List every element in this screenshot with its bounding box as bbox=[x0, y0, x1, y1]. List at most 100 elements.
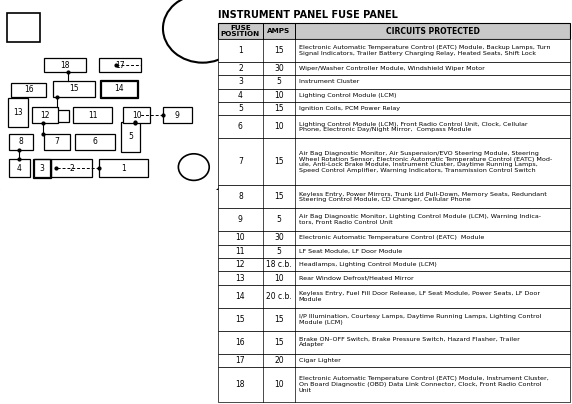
Text: 17: 17 bbox=[236, 356, 245, 365]
Text: 13: 13 bbox=[13, 108, 22, 117]
Bar bbox=[44, 58, 86, 72]
Bar bbox=[9, 134, 33, 150]
Text: 30: 30 bbox=[274, 234, 284, 242]
Text: 16: 16 bbox=[24, 85, 33, 94]
Bar bbox=[9, 160, 30, 177]
Bar bbox=[218, 23, 570, 39]
Bar bbox=[99, 58, 141, 72]
Bar bbox=[218, 258, 570, 271]
Text: 3: 3 bbox=[238, 77, 243, 86]
Text: 10: 10 bbox=[236, 234, 245, 242]
Bar bbox=[7, 98, 27, 127]
Text: INSTRUMENT PANEL FUSE PANEL: INSTRUMENT PANEL FUSE PANEL bbox=[218, 10, 398, 20]
Bar bbox=[218, 88, 570, 102]
Text: 30: 30 bbox=[274, 64, 284, 73]
Bar bbox=[33, 158, 51, 177]
Bar bbox=[53, 81, 95, 97]
Text: 20: 20 bbox=[274, 356, 284, 365]
Text: 10: 10 bbox=[274, 380, 284, 389]
Bar bbox=[51, 160, 93, 177]
Text: 15: 15 bbox=[274, 338, 284, 347]
Text: 15: 15 bbox=[274, 46, 284, 55]
Text: 3: 3 bbox=[39, 164, 44, 173]
Bar bbox=[218, 62, 570, 75]
Circle shape bbox=[163, 0, 243, 63]
Text: 15: 15 bbox=[274, 158, 284, 166]
Bar bbox=[121, 122, 140, 152]
Text: 13: 13 bbox=[236, 274, 245, 283]
Bar bbox=[163, 107, 192, 124]
Text: 14: 14 bbox=[114, 84, 124, 93]
Text: 4: 4 bbox=[17, 164, 22, 173]
Text: Brake ON–OFF Switch, Brake Pressure Switch, Hazard Flasher, Trailer
Adapter: Brake ON–OFF Switch, Brake Pressure Swit… bbox=[299, 337, 519, 347]
Text: 15: 15 bbox=[274, 315, 284, 324]
Text: 10: 10 bbox=[274, 91, 284, 100]
Bar bbox=[34, 160, 50, 177]
Bar bbox=[218, 308, 570, 331]
Text: 15: 15 bbox=[69, 84, 78, 93]
Text: 1: 1 bbox=[238, 46, 243, 55]
Text: 2: 2 bbox=[69, 164, 74, 173]
Text: Air Bag Diagnostic Monitor, Air Suspension/EVO Steering Module, Steering
Wheel R: Air Bag Diagnostic Monitor, Air Suspensi… bbox=[299, 151, 552, 173]
Text: 5: 5 bbox=[128, 132, 133, 141]
Text: FUSE
POSITION: FUSE POSITION bbox=[221, 25, 260, 37]
Text: 10: 10 bbox=[132, 111, 141, 120]
Bar bbox=[218, 367, 570, 402]
Text: 14: 14 bbox=[236, 292, 245, 301]
FancyBboxPatch shape bbox=[0, 0, 220, 192]
Text: Keyless Entry, Power Mirrors, Trunk Lid Pull-Down, Memory Seats, Redundant
Steer: Keyless Entry, Power Mirrors, Trunk Lid … bbox=[299, 191, 546, 202]
Text: 5: 5 bbox=[238, 104, 243, 113]
Text: 12: 12 bbox=[236, 260, 245, 269]
Text: 18: 18 bbox=[60, 61, 70, 69]
Bar bbox=[218, 138, 570, 185]
Text: I/P Illumination, Courtesy Lamps, Daytime Running Lamps, Lighting Control
Module: I/P Illumination, Courtesy Lamps, Daytim… bbox=[299, 314, 541, 324]
Text: 18 c.b.: 18 c.b. bbox=[266, 260, 292, 269]
Bar bbox=[218, 75, 570, 88]
Text: 18: 18 bbox=[236, 380, 245, 389]
Text: 15: 15 bbox=[236, 315, 245, 324]
Text: Lighting Control Module (LCM), Front Radio Control Unit, Clock, Cellular
Phone, : Lighting Control Module (LCM), Front Rad… bbox=[299, 122, 527, 132]
Text: 5: 5 bbox=[276, 247, 281, 256]
Bar bbox=[11, 82, 46, 97]
Bar bbox=[101, 81, 137, 97]
Text: 5: 5 bbox=[276, 77, 281, 86]
Text: 6: 6 bbox=[238, 122, 243, 131]
Text: 15: 15 bbox=[274, 104, 284, 113]
Bar bbox=[100, 80, 138, 98]
Bar bbox=[218, 208, 570, 231]
Bar bbox=[218, 231, 570, 244]
Text: Electronic Automatic Temperature Control (EATC) Module, Instrument Cluster,
On B: Electronic Automatic Temperature Control… bbox=[299, 377, 549, 393]
Text: Air Bag Diagnostic Monitor, Lighting Control Module (LCM), Warning Indica-
tors,: Air Bag Diagnostic Monitor, Lighting Con… bbox=[299, 215, 541, 225]
Bar bbox=[218, 354, 570, 367]
Text: Cigar Lighter: Cigar Lighter bbox=[299, 358, 340, 363]
Text: Instrument Cluster: Instrument Cluster bbox=[299, 79, 359, 84]
Bar bbox=[55, 110, 69, 122]
Bar bbox=[75, 134, 114, 150]
Text: 8: 8 bbox=[238, 192, 243, 201]
Bar bbox=[218, 185, 570, 208]
Bar bbox=[218, 271, 570, 285]
Bar bbox=[44, 134, 70, 150]
Text: Electronic Automatic Temperature Control (EATC)  Module: Electronic Automatic Temperature Control… bbox=[299, 236, 484, 240]
Text: 2: 2 bbox=[238, 64, 243, 73]
Bar bbox=[218, 39, 570, 62]
Bar bbox=[124, 107, 150, 124]
Bar bbox=[99, 160, 148, 177]
Text: Keyless Entry, Fuel Fill Door Release, LF Seat Module, Power Seats, LF Door
Modu: Keyless Entry, Fuel Fill Door Release, L… bbox=[299, 291, 539, 302]
Text: 11: 11 bbox=[236, 247, 245, 256]
Text: 6: 6 bbox=[92, 137, 97, 146]
Bar bbox=[7, 13, 39, 42]
Text: 1: 1 bbox=[121, 164, 126, 173]
Text: 17: 17 bbox=[115, 61, 125, 69]
Text: AMPS: AMPS bbox=[267, 28, 291, 34]
Bar bbox=[32, 107, 58, 124]
Text: Wiper/Washer Controller Module, Windshield Wiper Motor: Wiper/Washer Controller Module, Windshie… bbox=[299, 66, 484, 71]
Bar bbox=[218, 244, 570, 258]
Text: 16: 16 bbox=[236, 338, 245, 347]
Text: 7: 7 bbox=[238, 158, 243, 166]
Text: 9: 9 bbox=[238, 215, 243, 224]
Bar bbox=[218, 331, 570, 354]
Circle shape bbox=[178, 154, 209, 180]
Text: 4: 4 bbox=[238, 91, 243, 100]
Text: 10: 10 bbox=[274, 274, 284, 283]
